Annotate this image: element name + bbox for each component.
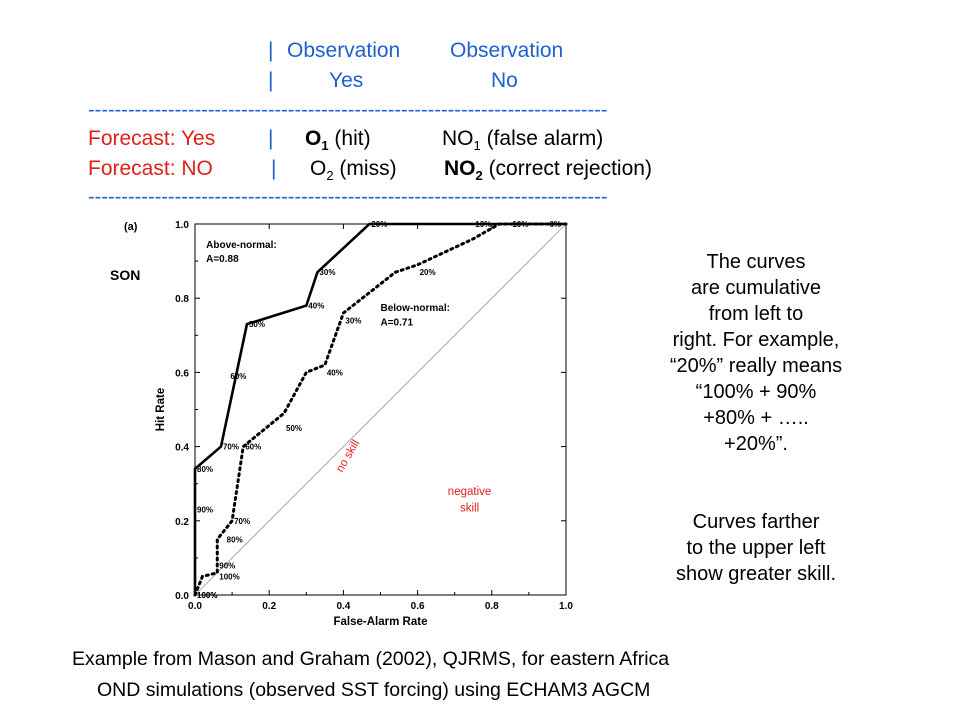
series-area-below-normal: A=0.71 xyxy=(381,317,414,328)
roc-chart: 0.00.0 0.2 0.2 0.4 0.4 0.6 0.6 0.8 0.8 1.0 1.0 Fals… xyxy=(110,220,573,628)
point-label: 30% xyxy=(345,316,361,325)
note-line: to the upper left xyxy=(686,537,826,559)
note-line: are cumulative xyxy=(690,277,822,299)
cell-hit: O1 (hit) xyxy=(305,127,371,154)
no-skill-label: no skill xyxy=(334,438,362,474)
point-label: 30% xyxy=(319,268,335,277)
y-tick-label: 0.4 xyxy=(175,443,189,454)
point-label: 90% xyxy=(219,561,235,570)
caption-line-2: OND simulations (observed SST forcing) u… xyxy=(97,679,651,701)
note-line: Curves farther xyxy=(692,511,820,533)
point-label: 10% xyxy=(512,220,528,229)
cell-correct-rejection: NO2 (correct rejection) xyxy=(444,157,652,184)
point-label: 20% xyxy=(371,220,387,229)
y-tick-label: 0.2 xyxy=(175,517,189,528)
point-label: 50% xyxy=(249,320,265,329)
x-tick-label: 1.0 xyxy=(559,601,573,612)
caption-line-1: Example from Mason and Graham (2002), QJ… xyxy=(72,648,670,670)
point-label: 50% xyxy=(286,424,302,433)
header-observation-2: Observation xyxy=(450,39,564,62)
note-line: right. For example, xyxy=(672,329,840,351)
x-axis-label: False-Alarm Rate xyxy=(334,616,428,628)
header-separator-2: | xyxy=(268,69,274,92)
point-label: 70% xyxy=(234,517,250,526)
point-label: 40% xyxy=(327,368,343,377)
row-forecast-yes-separator: | xyxy=(268,127,274,150)
series-name-above-normal: Above-normal: xyxy=(206,240,277,251)
negative-skill-label: negative xyxy=(448,486,491,498)
point-label: 60% xyxy=(245,443,261,452)
notes-block-1: The curves are cumulative from left to r… xyxy=(636,249,876,457)
y-tick-label: 0.0 xyxy=(175,591,189,602)
note-line: “20%” really means xyxy=(669,355,843,377)
point-label: 60% xyxy=(230,372,246,381)
note-line: “100% + 90% xyxy=(695,381,817,403)
x-tick-label: 0.8 xyxy=(485,601,499,612)
x-tick-label: 0.4 xyxy=(336,601,350,612)
point-label: 80% xyxy=(227,535,243,544)
x-tick-label: 0.6 xyxy=(411,601,425,612)
negative-skill-label: skill xyxy=(460,503,479,515)
y-tick-label: 1.0 xyxy=(175,220,189,231)
header-yes: Yes xyxy=(329,69,364,92)
series-line-below-normal xyxy=(193,222,568,597)
table-divider-top: ----------------------------------------… xyxy=(88,100,608,120)
no-skill-line xyxy=(194,223,567,596)
point-label: 100% xyxy=(219,572,239,581)
point-label: 10% xyxy=(475,220,491,229)
cell-false-alarm: NO1 (false alarm) xyxy=(442,127,604,154)
point-label: 100% xyxy=(197,591,217,600)
note-line: The curves xyxy=(706,251,806,273)
row-forecast-yes-label: Forecast: Yes xyxy=(88,127,216,150)
series-line-above-normal xyxy=(193,222,566,595)
y-tick-label: 0.8 xyxy=(175,294,189,305)
row-forecast-no-separator: | xyxy=(271,157,277,180)
header-no: No xyxy=(491,69,518,92)
notes-block-2: Curves farther to the upper left show gr… xyxy=(636,509,876,587)
x-tick-label: 0.2 xyxy=(262,601,276,612)
point-label: 80% xyxy=(197,465,213,474)
y-tick-label: 0.6 xyxy=(175,368,189,379)
y-axis-label: Hit Rate xyxy=(155,388,167,431)
table-divider-bottom: ----------------------------------------… xyxy=(88,187,608,207)
header-separator: | xyxy=(268,39,274,62)
point-label: 20% xyxy=(420,268,436,277)
series-name-below-normal: Below-normal: xyxy=(381,303,450,314)
header-observation-1: Observation xyxy=(287,39,401,62)
row-forecast-no-label: Forecast: NO xyxy=(88,157,213,180)
panel-label: (a) xyxy=(124,221,138,233)
point-label: 90% xyxy=(197,506,213,515)
series-area-above-normal: A=0.88 xyxy=(206,254,239,265)
note-line: from left to xyxy=(708,303,804,325)
x-tick-label: 0.0 xyxy=(188,601,202,612)
note-line: show greater skill. xyxy=(675,563,837,585)
point-label: 100% xyxy=(197,591,217,600)
note-line: +80% + ….. xyxy=(703,407,809,429)
point-label: 70% xyxy=(223,443,239,452)
point-label: 40% xyxy=(308,302,324,311)
season-label: SON xyxy=(110,267,140,283)
cell-miss: O2 (miss) xyxy=(310,157,397,184)
note-line: +20%”. xyxy=(724,433,788,455)
